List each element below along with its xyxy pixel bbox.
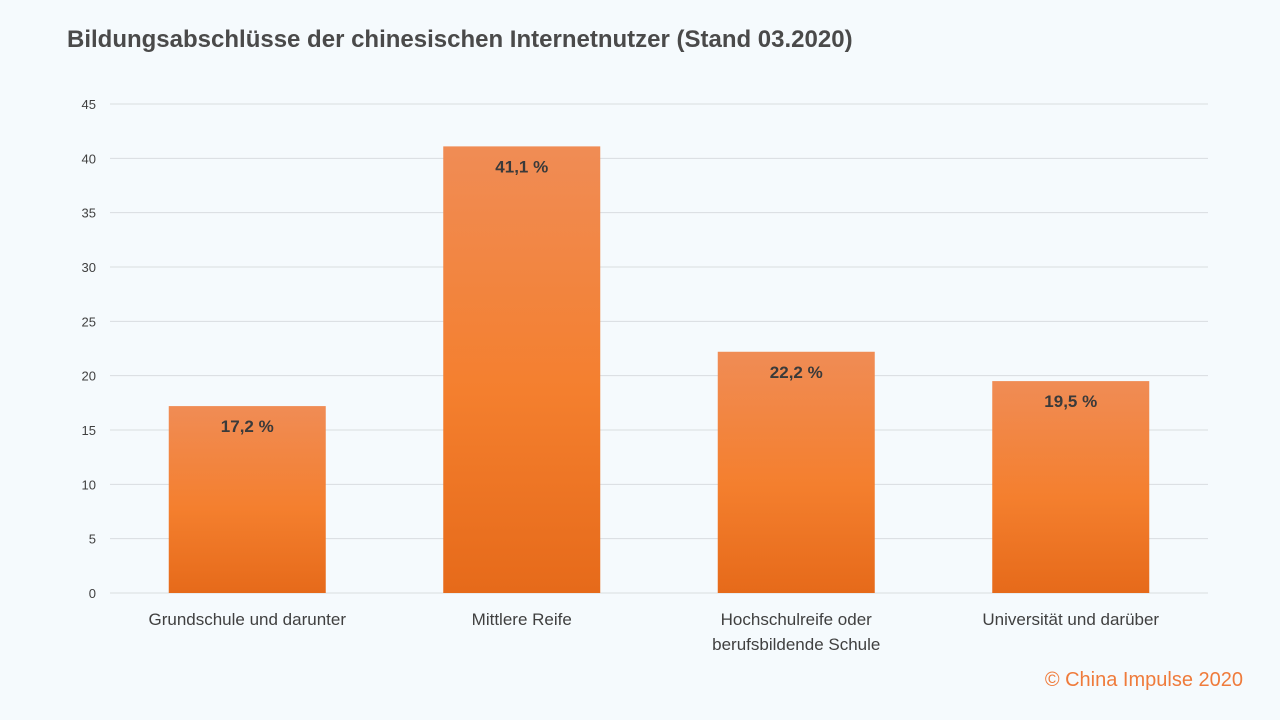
y-tick-label: 45 — [82, 97, 96, 112]
y-tick-label: 15 — [82, 423, 96, 438]
y-tick-label: 10 — [82, 477, 96, 492]
x-tick-label: Hochschulreife oder berufsbildende Schule — [712, 610, 880, 654]
y-tick-label: 35 — [82, 206, 96, 221]
x-tick-label: Universität und darüber — [982, 610, 1159, 629]
y-tick-label: 5 — [89, 532, 96, 547]
x-tick-label: Grundschule und darunter — [148, 610, 346, 629]
y-axis-ticks: 0 5 10 15 20 25 30 35 40 45 — [82, 97, 96, 601]
y-tick-label: 20 — [82, 369, 96, 384]
bars — [168, 146, 1150, 593]
y-tick-label: 0 — [89, 586, 96, 601]
bar — [168, 406, 326, 593]
data-label: 41,1 % — [495, 157, 548, 176]
data-label: 19,5 % — [1044, 392, 1097, 411]
x-tick-label: Mittlere Reife — [472, 610, 572, 629]
copyright-notice: © China Impulse 2020 — [1044, 669, 1243, 691]
data-labels: 17,2 % 41,1 % 22,2 % 19,5 % — [221, 157, 1097, 436]
bar — [443, 146, 601, 593]
y-tick-label: 25 — [82, 314, 96, 329]
bar — [992, 381, 1150, 593]
y-tick-label: 30 — [82, 260, 96, 275]
data-label: 17,2 % — [221, 417, 274, 436]
y-tick-label: 40 — [82, 151, 96, 166]
x-axis-labels: Grundschule und darunter Mittlere Reife Ho… — [148, 610, 1159, 654]
chart-title: Bildungsabschlüsse der chinesischen Inte… — [67, 26, 853, 53]
bar — [717, 351, 875, 593]
data-label: 22,2 % — [770, 363, 823, 382]
